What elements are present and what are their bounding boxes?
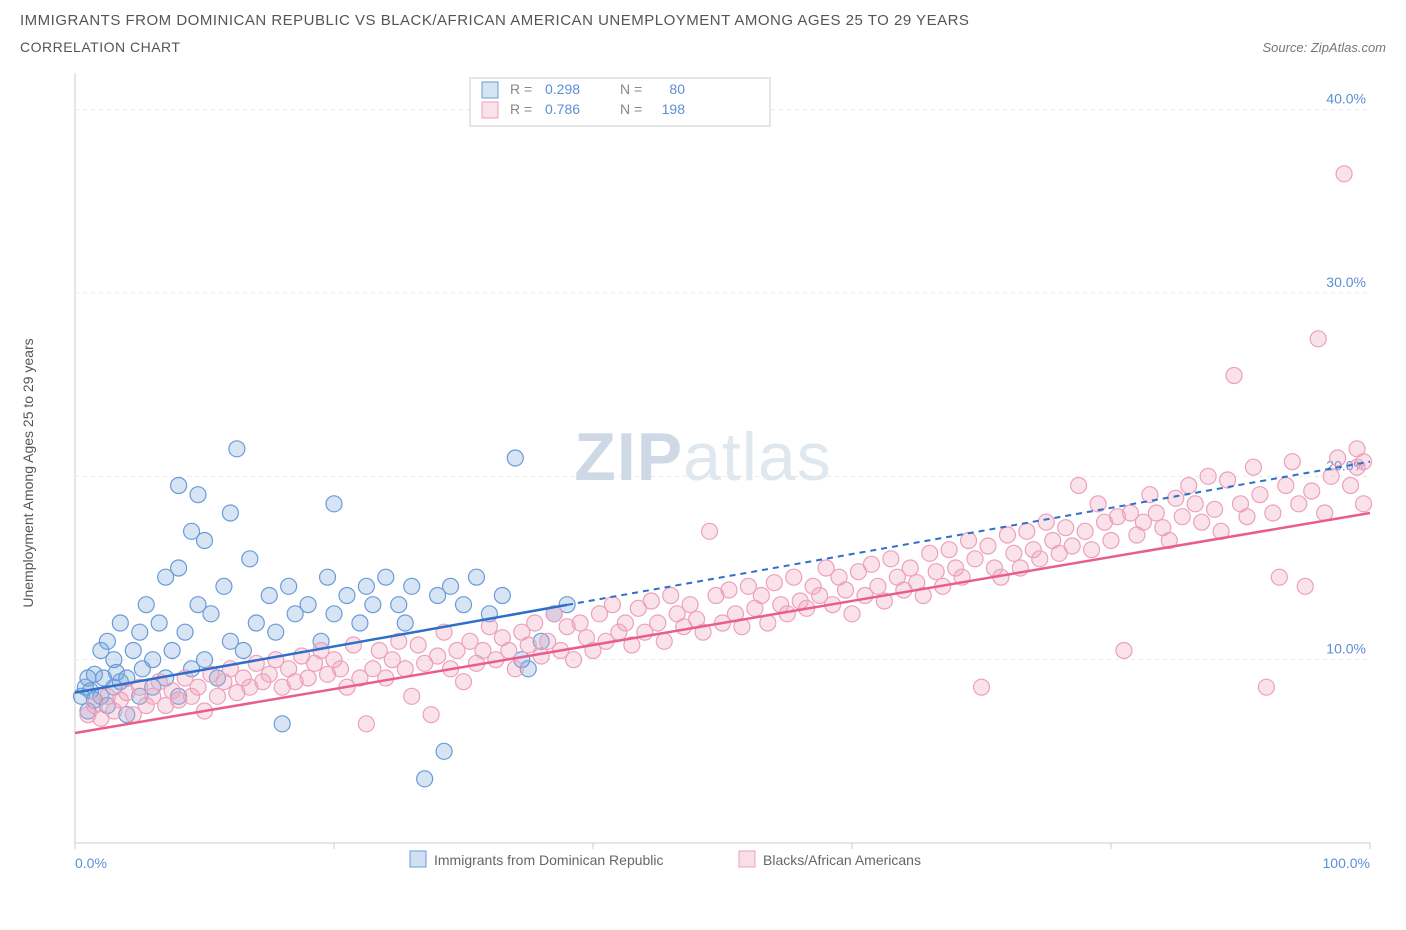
svg-text:0.0%: 0.0% <box>75 855 107 871</box>
chart-title-line1: IMMIGRANTS FROM DOMINICAN REPUBLIC VS BL… <box>20 12 1386 29</box>
svg-text:80: 80 <box>669 81 685 97</box>
svg-text:R =: R = <box>510 81 532 97</box>
svg-text:0.786: 0.786 <box>545 101 580 117</box>
svg-text:0.298: 0.298 <box>545 81 580 97</box>
svg-text:40.0%: 40.0% <box>1326 91 1366 107</box>
subtitle-row: CORRELATION CHART Source: ZipAtlas.com <box>20 39 1386 55</box>
source-label: Source: ZipAtlas.com <box>1262 40 1386 55</box>
svg-text:10.0%: 10.0% <box>1326 641 1366 657</box>
scatter-chart: 10.0%20.0%30.0%40.0%0.0%100.0%R =0.298N … <box>20 63 1386 883</box>
y-axis-label: Unemployment Among Ages 25 to 29 years <box>20 338 36 607</box>
chart-container: Unemployment Among Ages 25 to 29 years Z… <box>20 63 1386 883</box>
svg-text:30.0%: 30.0% <box>1326 274 1366 290</box>
chart-title-line2: CORRELATION CHART <box>20 39 180 55</box>
svg-text:Blacks/African Americans: Blacks/African Americans <box>763 852 921 868</box>
svg-text:198: 198 <box>662 101 686 117</box>
svg-text:N =: N = <box>620 81 642 97</box>
svg-text:100.0%: 100.0% <box>1323 855 1370 871</box>
svg-text:R =: R = <box>510 101 532 117</box>
svg-text:N =: N = <box>620 101 642 117</box>
svg-text:Immigrants from Dominican Repu: Immigrants from Dominican Republic <box>434 852 664 868</box>
